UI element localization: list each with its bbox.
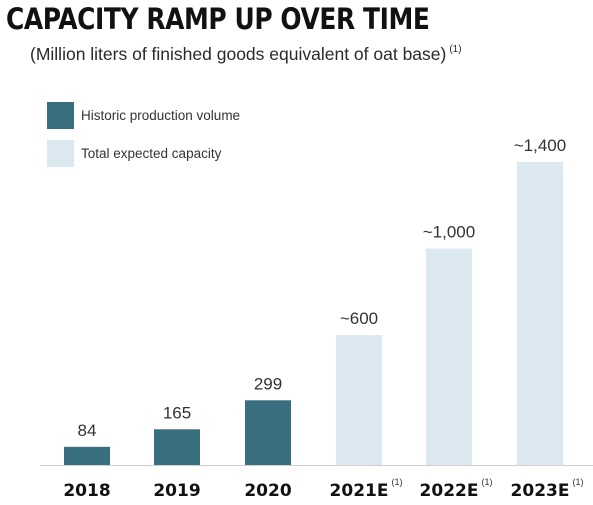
bar-2021E bbox=[336, 335, 382, 465]
bar-2023E bbox=[517, 162, 563, 465]
x-tick-label-2021E: 2021E bbox=[330, 481, 389, 501]
x-tick-footnote-2021E: (1) bbox=[391, 477, 402, 487]
bar-2018 bbox=[64, 446, 110, 465]
legend-label-expected: Total expected capacity bbox=[81, 146, 222, 161]
data-label-2020: 299 bbox=[254, 374, 282, 393]
bar-2022E bbox=[426, 248, 472, 465]
subtitle-footnote: (1) bbox=[449, 44, 462, 55]
x-tick-label-2023E: 2023E bbox=[511, 481, 570, 501]
legend-item-expected: Total expected capacity bbox=[47, 140, 221, 167]
x-tick-footnote-2022E: (1) bbox=[481, 477, 492, 487]
chart-title: CAPACITY RAMP UP OVER TIME bbox=[6, 2, 430, 36]
x-tick-label-2018: 2018 bbox=[63, 481, 110, 501]
subtitle-text: (Million liters of finished goods equiva… bbox=[30, 44, 447, 64]
legend-swatch-historic bbox=[47, 102, 74, 129]
data-label-2023E: ~1,400 bbox=[514, 136, 566, 155]
data-label-2019: 165 bbox=[163, 403, 191, 422]
chart-subtitle: (Million liters of finished goods equiva… bbox=[30, 44, 462, 65]
bar-2019 bbox=[154, 429, 200, 465]
data-label-2018: 84 bbox=[78, 421, 97, 440]
legend-label-historic: Historic production volume bbox=[81, 108, 241, 123]
data-label-2021E: ~600 bbox=[340, 309, 378, 328]
x-tick-footnote-2023E: (1) bbox=[572, 477, 583, 487]
bar-2020 bbox=[245, 400, 291, 465]
x-tick-label-2020: 2020 bbox=[244, 481, 291, 501]
legend-item-historic: Historic production volume bbox=[47, 102, 240, 129]
x-tick-label-2022E: 2022E bbox=[420, 481, 479, 501]
legend-swatch-expected bbox=[47, 140, 74, 167]
data-label-2022E: ~1,000 bbox=[423, 223, 475, 242]
x-tick-label-2019: 2019 bbox=[153, 481, 200, 501]
